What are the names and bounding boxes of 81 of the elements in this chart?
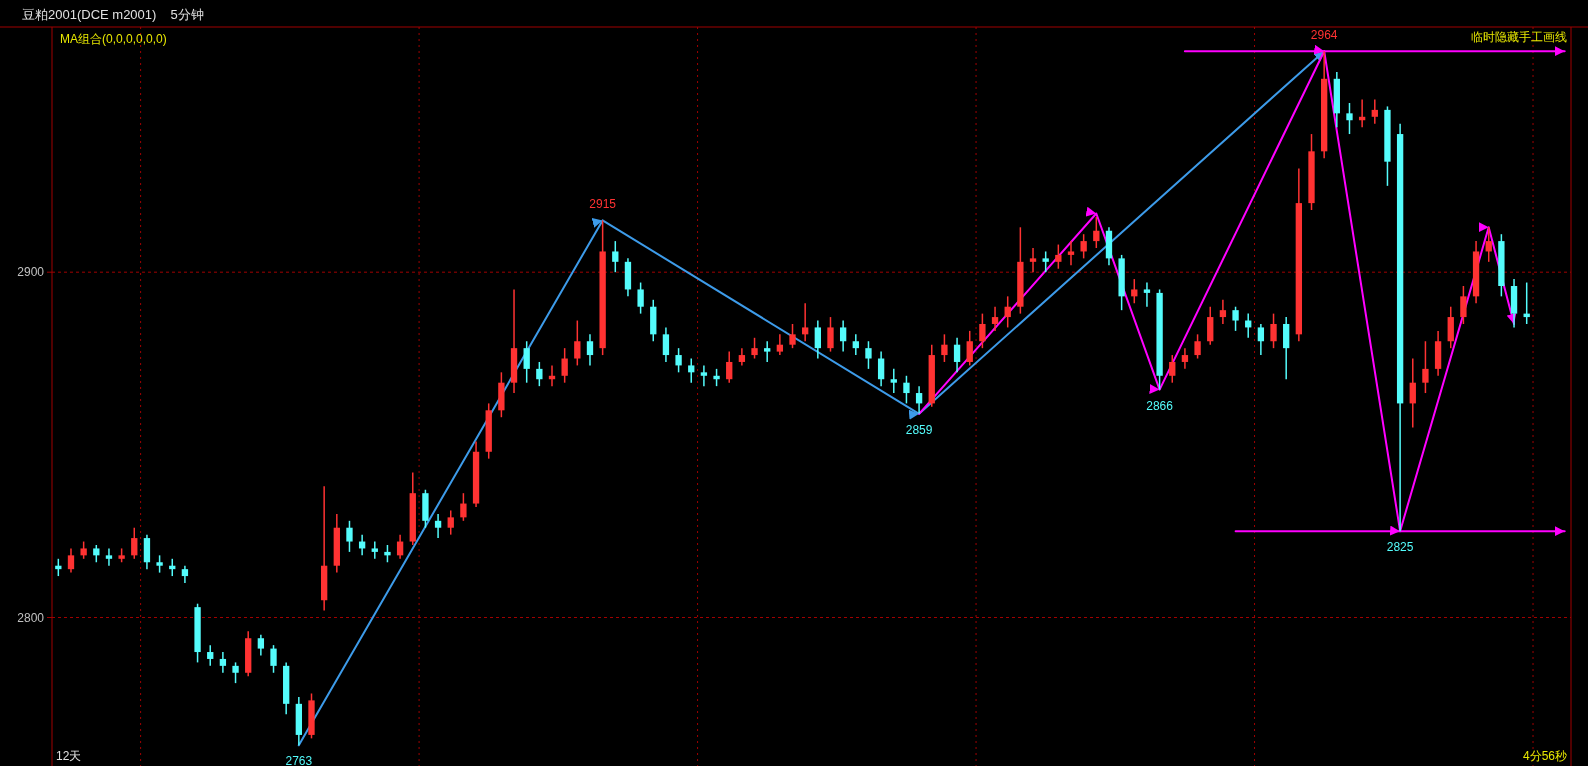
chart-subtitle: 5分钟 <box>170 7 204 22</box>
candlestick <box>688 357 695 384</box>
candlestick <box>1004 295 1011 329</box>
candlestick <box>802 302 809 342</box>
candlestick <box>371 540 378 560</box>
annotation: 2915 <box>589 197 617 212</box>
candlestick <box>219 651 227 674</box>
annotation: 2964 <box>1310 28 1338 43</box>
candlestick <box>270 644 277 674</box>
candlestick <box>131 526 138 560</box>
candlestick <box>1257 323 1265 356</box>
candlestick <box>662 326 670 363</box>
candlestick <box>776 333 784 356</box>
candlestick <box>257 634 265 657</box>
candlestick <box>1067 240 1075 267</box>
candlestick <box>67 547 75 574</box>
candlestick <box>536 361 543 387</box>
candlestick <box>561 347 568 384</box>
candlestick <box>751 337 758 360</box>
candlestick <box>1371 98 1378 125</box>
candlestick <box>396 533 404 560</box>
annotation: 临时隐藏手工画线 <box>1471 30 1567 44</box>
candlestick <box>1409 357 1416 429</box>
candlestick <box>700 364 708 387</box>
candlestick <box>941 333 948 363</box>
candlestick <box>1194 333 1201 360</box>
candlestick <box>1346 102 1353 135</box>
candlestick <box>966 330 973 367</box>
candlestick <box>434 513 442 539</box>
candlestick <box>1042 250 1049 273</box>
candlestick <box>1460 285 1467 325</box>
candlestick <box>953 337 961 374</box>
candlestick <box>1232 305 1239 332</box>
candlestick <box>612 240 619 273</box>
candlestick <box>915 385 923 415</box>
annotation: MA组合(0,0,0,0,0,0) <box>60 32 167 46</box>
candlestick <box>865 340 872 370</box>
candlestick <box>877 350 885 387</box>
candlestick <box>637 281 644 315</box>
annotation: 2866 <box>1146 398 1174 413</box>
candlestick <box>903 375 910 405</box>
candlestick <box>1219 299 1227 325</box>
annotation: 4分56秒 <box>1522 749 1567 763</box>
candlestick <box>827 316 834 353</box>
candlestick <box>460 492 467 522</box>
candlestick <box>523 340 530 384</box>
annotation: 2859 <box>905 422 933 437</box>
annotation: 12天 <box>56 749 82 763</box>
candlestick <box>232 661 239 684</box>
annotation: 2763 <box>285 754 313 766</box>
candlestick <box>890 368 897 394</box>
candlestick <box>839 319 847 353</box>
candlestick <box>991 305 999 332</box>
candlestick <box>447 509 454 536</box>
candlestick <box>1143 281 1151 308</box>
candlestick <box>574 319 581 367</box>
candlestick <box>1422 340 1429 394</box>
y-tick-label: 2900 <box>17 265 45 280</box>
annotation: 2825 <box>1386 540 1414 555</box>
candlestick <box>586 333 594 367</box>
candlestick <box>789 323 796 349</box>
candlestick <box>852 333 859 356</box>
candlestick <box>105 547 113 567</box>
chart-title: 豆粕2001(DCE m2001) <box>22 7 157 22</box>
candlestick <box>1169 354 1176 384</box>
candlestick <box>1270 312 1277 349</box>
candlestick <box>207 644 214 667</box>
candlestick <box>675 347 682 374</box>
candlestick <box>764 340 771 363</box>
candlestick <box>1131 278 1138 305</box>
candlestick <box>979 312 986 349</box>
candlestick <box>1055 243 1062 270</box>
candlestick <box>1485 226 1492 263</box>
candlestick <box>1093 216 1100 249</box>
candlestick <box>1029 247 1037 273</box>
candlestick <box>1181 347 1189 370</box>
candlestick <box>814 319 821 360</box>
candlestick <box>726 350 733 384</box>
candlestick <box>346 520 353 553</box>
candlestick <box>1080 233 1087 260</box>
y-tick-label: 2800 <box>17 610 45 625</box>
